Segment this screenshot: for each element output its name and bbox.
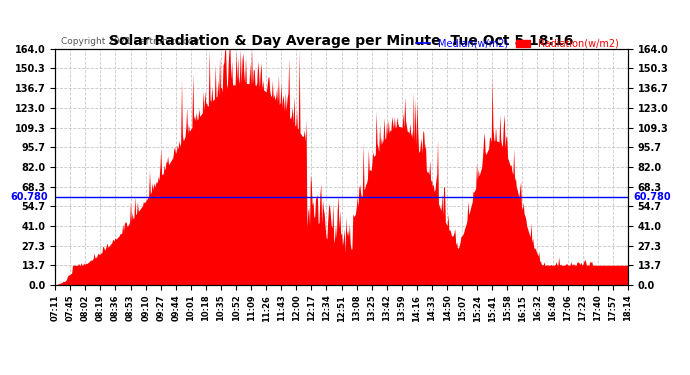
Text: Copyright 2021 Cartronics.com: Copyright 2021 Cartronics.com [61,38,202,46]
Legend: Median(w/m2), Radiation(w/m2): Median(w/m2), Radiation(w/m2) [412,35,623,52]
Title: Solar Radiation & Day Average per Minute  Tue Oct 5 18:16: Solar Radiation & Day Average per Minute… [109,34,574,48]
Text: 60.780: 60.780 [633,192,671,202]
Text: 60.780: 60.780 [11,192,48,202]
